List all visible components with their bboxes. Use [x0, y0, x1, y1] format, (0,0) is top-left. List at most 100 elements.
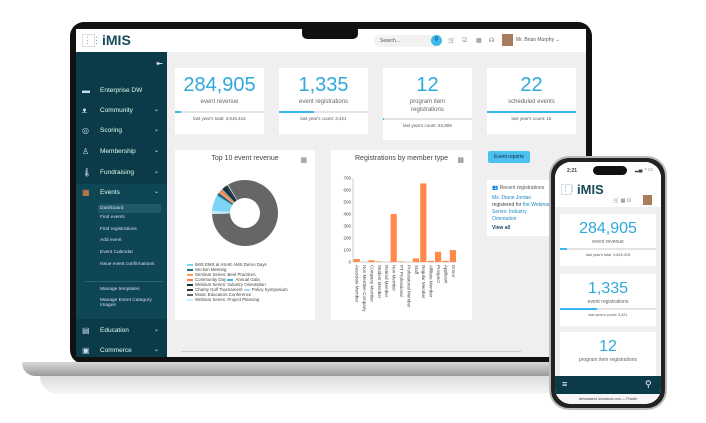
- x-tick-label: Associate Member: [355, 265, 360, 303]
- bar[interactable]: [368, 260, 375, 262]
- event-reports-button[interactable]: Event reports: [488, 151, 530, 163]
- y-tick-label: 500: [343, 200, 351, 205]
- url-bar[interactable]: demosales1.imiscloud.com — Private: [555, 394, 661, 404]
- legend-item[interactable]: Community Day: [187, 277, 226, 282]
- bar[interactable]: [398, 261, 405, 262]
- cart-icon[interactable]: 🛒: [448, 38, 456, 44]
- chart-title: Top 10 event revenue: [211, 155, 279, 162]
- legend-item[interactable]: Webinar Series: Industry Orientation: [187, 282, 266, 287]
- y-tick-label: 100: [343, 248, 351, 253]
- kpi-value: 284,905: [183, 74, 256, 96]
- kpi-value: 1,335: [587, 280, 629, 297]
- x-tick-label: Affiliate Member: [429, 265, 434, 298]
- phone-time: 2:21: [567, 168, 578, 174]
- chevron-down-icon: ⌄: [153, 347, 159, 353]
- panel-title: Recent registrations: [499, 185, 545, 191]
- bar[interactable]: [353, 259, 360, 262]
- app-grid-icon[interactable]: ⋮⋮: [561, 184, 576, 195]
- submenu-item[interactable]: Find events: [100, 215, 125, 220]
- legend-item[interactable]: Section Meeting: [187, 267, 227, 272]
- warehouse-icon: ▬: [82, 86, 90, 95]
- legend-item[interactable]: Webinar Series: Project Planning: [187, 297, 259, 302]
- camera-notch: [302, 29, 358, 39]
- support-icon[interactable]: ☊: [489, 38, 495, 44]
- x-tick-label: Professional Member: [406, 265, 411, 308]
- legend-item[interactable]: Annual Gala: [227, 277, 260, 282]
- submenu-item[interactable]: Add event: [100, 238, 122, 243]
- y-tick-label: 0: [348, 260, 351, 265]
- bar[interactable]: [435, 251, 442, 262]
- table-icon[interactable]: ▦: [300, 157, 307, 164]
- x-tick-label: Prospect: [436, 265, 441, 284]
- legend-item[interactable]: Seminar Series: Best Practices: [187, 272, 256, 277]
- sidebar-item-fundraising[interactable]: 🌡 Fundraising ⌄: [76, 164, 167, 182]
- submenu-item[interactable]: Find registrations: [100, 227, 137, 232]
- bar[interactable]: [390, 214, 397, 262]
- kpi-card: 12 program item registrations: [560, 332, 656, 376]
- submenu-item[interactable]: Manage templates: [100, 287, 140, 292]
- x-tick-label: Non Member Company: [362, 265, 367, 312]
- kpi-card: 284,905 event revenue last year's total:…: [175, 68, 264, 134]
- chevron-down-icon: ⌄: [153, 107, 159, 113]
- donut-chart: [212, 180, 278, 246]
- submenu-item[interactable]: Manage Event Category Images: [100, 298, 152, 308]
- bar[interactable]: [375, 261, 382, 262]
- bar[interactable]: [442, 260, 449, 262]
- sidebar-item-education[interactable]: ▤ Education ⌄: [76, 322, 167, 340]
- sidebar-item-community[interactable]: ᴥ Community ⌄: [76, 102, 167, 120]
- avatar[interactable]: [502, 34, 513, 46]
- kpi-card: 1,335 event registrations last year's co…: [560, 274, 656, 326]
- bar[interactable]: [449, 250, 456, 262]
- x-tick-label: Student Member: [377, 265, 382, 299]
- top-events-chart: Top 10 event revenue ▦ iMIS EMS at ASAE …: [175, 150, 315, 320]
- user-menu[interactable]: Mr. Brian Murphy ⌄: [516, 37, 560, 43]
- app-grid-icon[interactable]: ⋮⋮: [82, 34, 101, 47]
- collapse-icon[interactable]: ⇤: [156, 59, 163, 68]
- avatar[interactable]: [643, 195, 652, 205]
- view-all-link[interactable]: View all: [492, 225, 511, 231]
- sidebar-item-commerce[interactable]: ▣ Commerce ⌄: [76, 342, 167, 357]
- kpi-progress: [175, 111, 182, 113]
- bar[interactable]: [420, 183, 427, 262]
- tab-divider: [181, 351, 521, 352]
- legend-item[interactable]: Music Educators Conference: [187, 292, 251, 297]
- search-input[interactable]: Search...: [374, 35, 440, 47]
- sidebar-item-events[interactable]: ▦ Events ⌄: [76, 184, 167, 202]
- kpi-progress: [383, 118, 384, 120]
- sidebar: ⇤ ▬ Enterprise DW ᴥ Community ⌄ ◎ Scoring ⌄ ♙ Mem…: [76, 52, 167, 357]
- bar[interactable]: [427, 260, 434, 262]
- kpi-progress: [560, 248, 567, 250]
- header-icons[interactable]: 🛒 ▦ ☊: [613, 198, 632, 204]
- book-icon: ▤: [82, 326, 90, 335]
- menu-icon[interactable]: ≡: [562, 379, 568, 389]
- sidebar-item-label: Enterprise DW: [100, 87, 143, 94]
- kpi-footer: last year's total: 3,816,415: [193, 116, 246, 121]
- event-link[interactable]: the Webinar Series: Industry Orientation: [492, 202, 550, 222]
- submenu-item[interactable]: Issue event confirmations: [100, 262, 155, 267]
- submenu-item[interactable]: Dashboard: [98, 204, 161, 213]
- store-icon: ▣: [82, 346, 90, 355]
- bar[interactable]: [412, 258, 419, 262]
- phone-screen: 2:21 ▂▄ ◔ ▭ ⋮⋮ iMIS 🛒 ▦ ☊ 284,905 event …: [555, 162, 661, 404]
- registrant-link[interactable]: Ms. Diane Jordan: [492, 195, 532, 201]
- sidebar-item-membership[interactable]: ♙ Membership ⌄: [76, 143, 167, 161]
- member-type-chart: Registrations by member type ▦ 0 100 200 30…: [331, 150, 472, 320]
- y-tick-label: 300: [343, 224, 351, 229]
- calendar-icon[interactable]: ▦: [476, 38, 482, 44]
- member-icon: ♙: [82, 147, 90, 156]
- pie-slice[interactable]: [212, 210, 245, 215]
- submenu-item[interactable]: Event Calendar: [100, 250, 134, 255]
- legend-item[interactable]: Charity Golf Tournament: [187, 287, 243, 292]
- sidebar-item-label: Commerce: [100, 347, 132, 354]
- search-icon[interactable]: ⚲: [431, 35, 442, 46]
- search-icon[interactable]: ⚲: [645, 379, 652, 389]
- table-icon[interactable]: ▦: [457, 157, 464, 164]
- kpi-footer: last year's count: 63,909: [403, 123, 452, 128]
- kpi-card: 284,905 event revenue last year's total:…: [560, 214, 656, 266]
- legend-item[interactable]: Policy Symposium: [243, 287, 288, 292]
- sidebar-item-scoring[interactable]: ◎ Scoring ⌄: [76, 122, 167, 140]
- sidebar-item-enterprise-dw[interactable]: ▬ Enterprise DW: [76, 82, 167, 100]
- checklist-icon[interactable]: ☑: [462, 38, 468, 44]
- legend-item[interactable]: iMIS EMS at ASAE AMS Demo Days: [187, 262, 267, 267]
